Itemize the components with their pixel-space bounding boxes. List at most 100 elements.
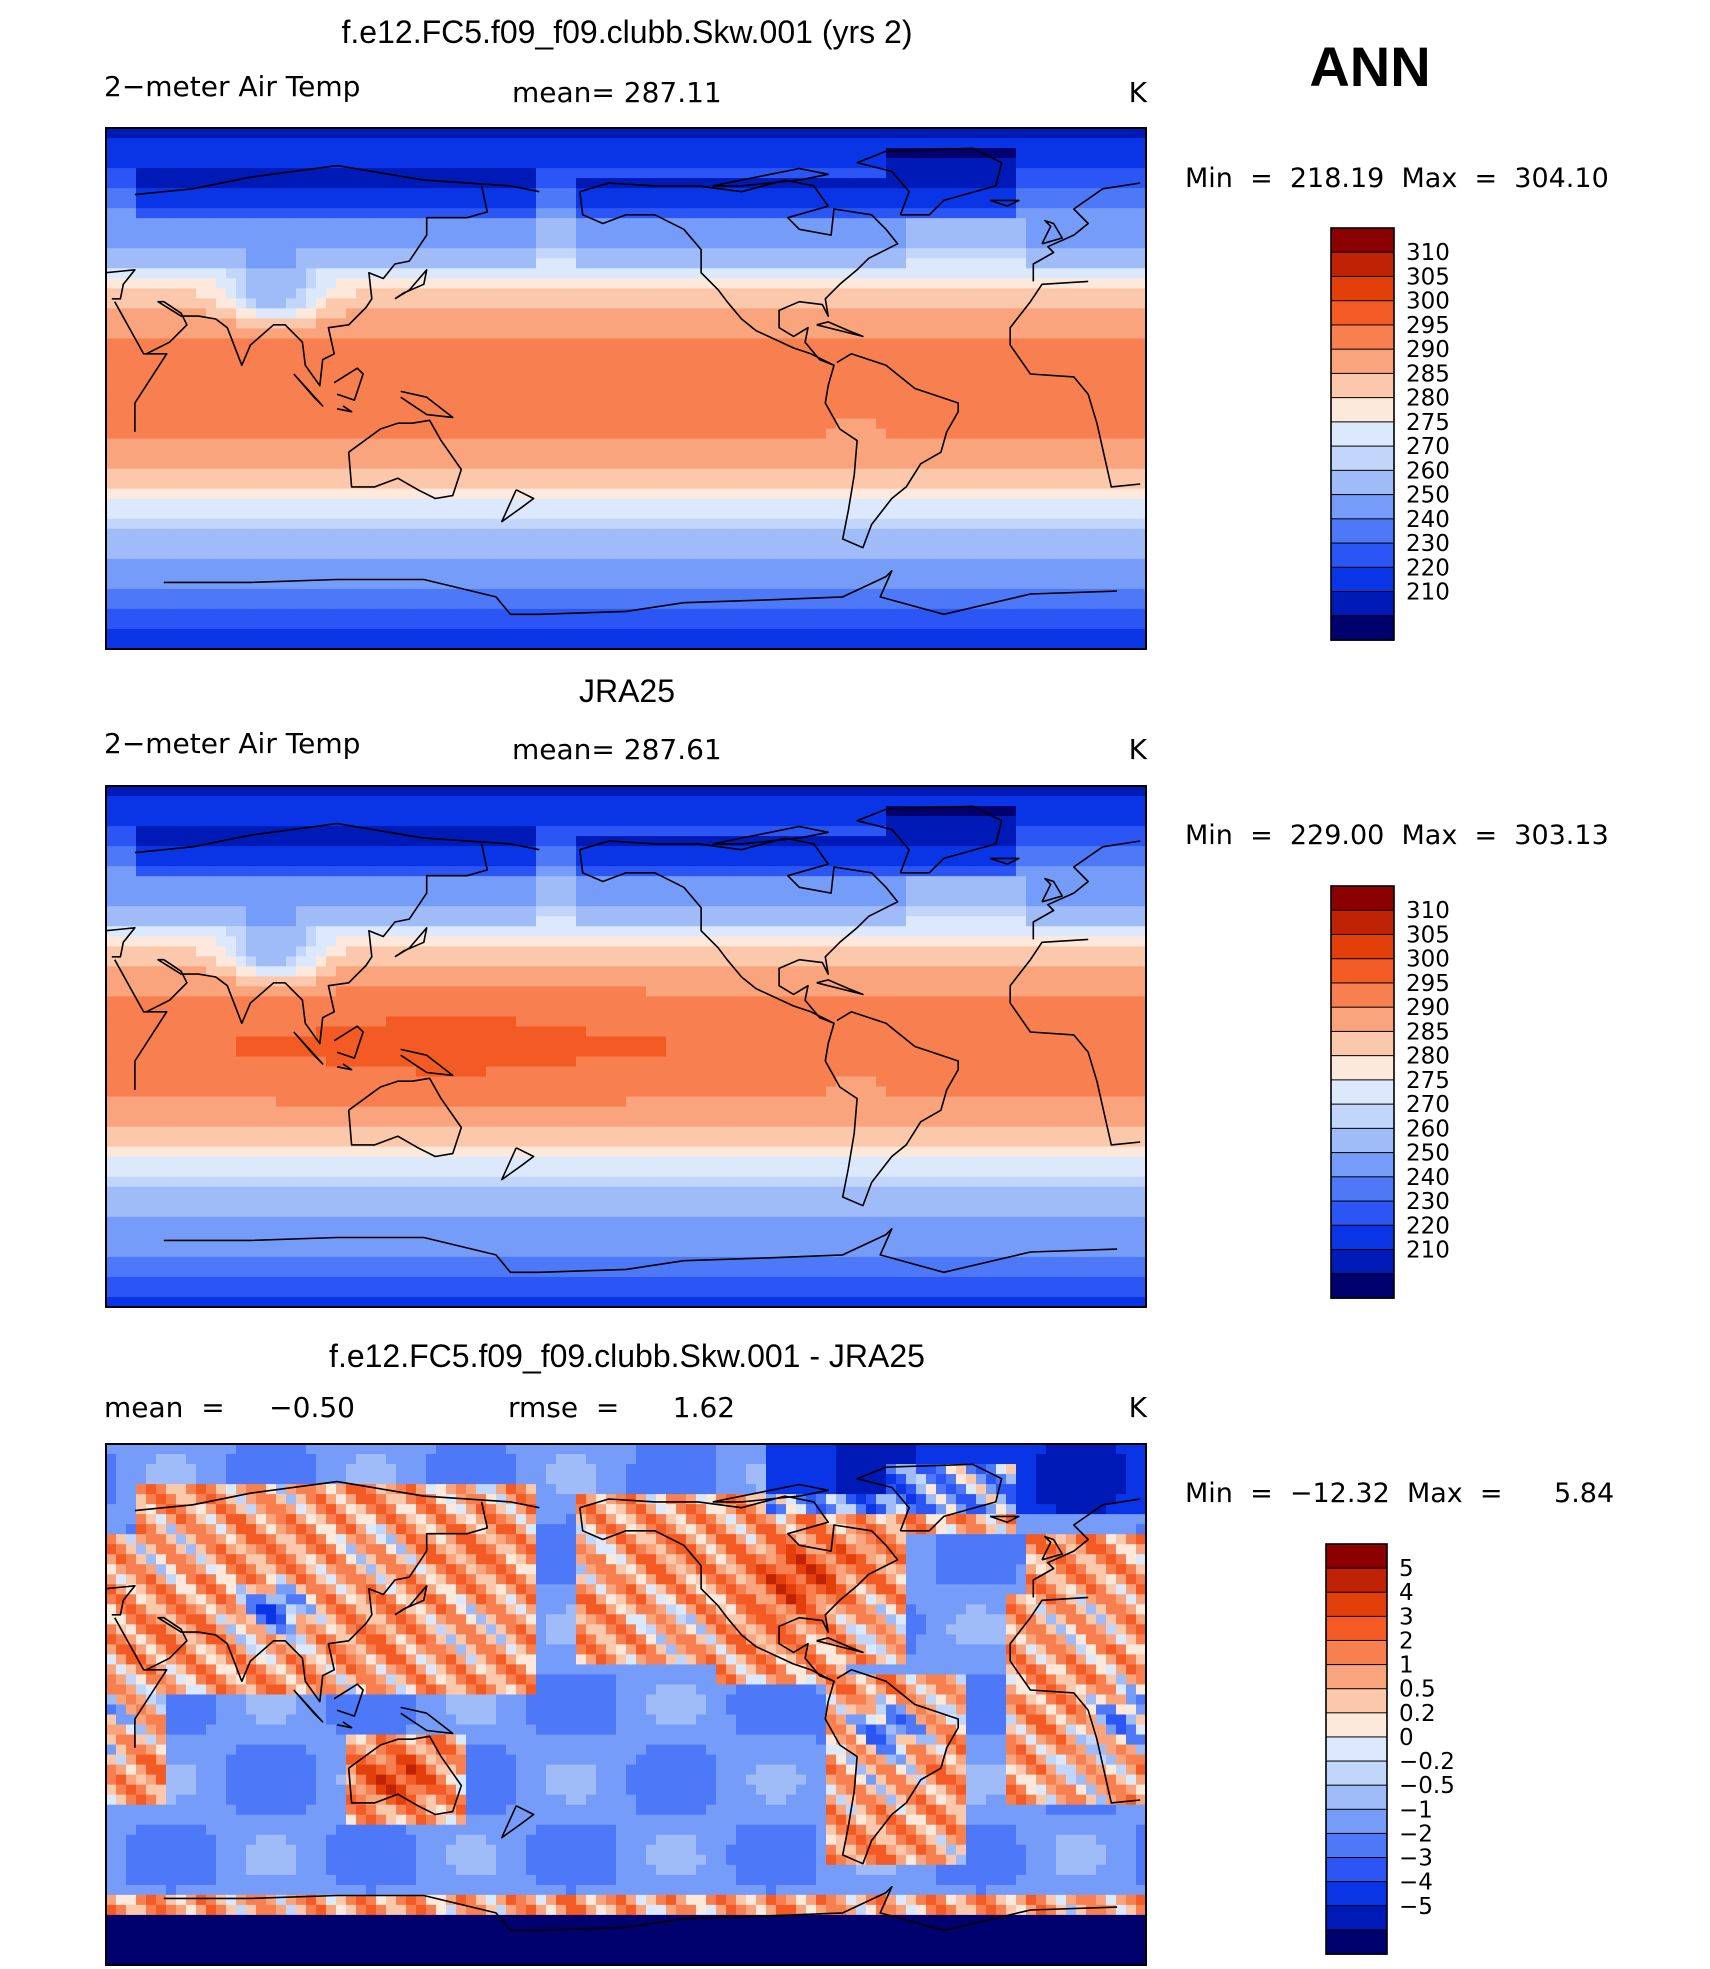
map-cell	[286, 388, 297, 400]
map-cell	[946, 328, 957, 339]
map-cell	[296, 238, 307, 249]
map-cell	[676, 578, 687, 590]
map-cell	[116, 518, 127, 530]
map-cell	[156, 138, 167, 149]
map-cell	[376, 508, 387, 520]
map-cell	[976, 268, 987, 279]
map-cell	[896, 148, 907, 159]
map-cell	[706, 248, 717, 259]
map-cell	[716, 528, 727, 540]
map-cell	[1076, 468, 1087, 480]
map-cell	[786, 318, 797, 329]
map-cell	[436, 588, 447, 600]
map-cell	[346, 198, 357, 209]
map-cell	[456, 518, 467, 530]
map-cell	[676, 328, 687, 339]
map-cell	[796, 408, 807, 420]
map-cell	[566, 468, 577, 480]
map-cell	[576, 328, 587, 339]
map-cell	[256, 468, 267, 480]
map-cell	[946, 208, 957, 219]
map-cell	[196, 598, 207, 610]
map-cell	[146, 388, 157, 400]
map-cell	[596, 358, 607, 370]
map-cell	[366, 368, 377, 380]
map-cell	[526, 418, 537, 430]
map-cell	[366, 408, 377, 420]
map-cell	[406, 278, 417, 289]
map-cell	[256, 228, 267, 239]
map-cell	[586, 288, 597, 299]
map-cell	[756, 188, 767, 199]
map-cell	[726, 288, 737, 299]
map-cell	[366, 548, 377, 560]
map-cell	[1076, 208, 1087, 219]
map-cell	[426, 338, 437, 350]
map-cell	[286, 578, 297, 590]
map-cell	[386, 478, 397, 490]
map-cell	[536, 508, 547, 520]
map-cell	[1096, 208, 1107, 219]
map-cell	[896, 218, 907, 229]
map-cell	[826, 488, 837, 500]
map-cell	[656, 238, 667, 249]
map-cell	[1096, 308, 1107, 319]
map-cell	[126, 508, 137, 520]
map-cell	[186, 448, 197, 460]
map-cell	[296, 478, 307, 490]
map-cell	[506, 598, 517, 610]
map-cell	[746, 538, 757, 550]
map-cell	[676, 348, 687, 360]
map-cell	[1036, 228, 1047, 239]
map-cell	[1086, 278, 1097, 289]
map-cell	[626, 208, 637, 219]
map-cell	[356, 288, 367, 299]
map-cell	[186, 578, 197, 590]
map-cell	[496, 158, 507, 169]
map-cell	[266, 508, 277, 520]
map-cell	[506, 538, 517, 550]
map-cell	[786, 538, 797, 550]
map-cell	[206, 148, 217, 159]
map-cell	[386, 128, 397, 139]
map-cell	[1106, 268, 1117, 279]
map-cell	[356, 208, 367, 219]
map-cell	[1016, 408, 1027, 420]
map-cell	[746, 268, 757, 279]
map-cell	[796, 468, 807, 480]
map-cell	[1056, 598, 1067, 610]
map-cell	[676, 268, 687, 279]
map-cell	[506, 248, 517, 259]
map-cell	[1136, 438, 1146, 450]
map-cell	[406, 318, 417, 329]
map-cell	[346, 598, 357, 610]
map-cell	[1086, 508, 1097, 520]
map-cell	[606, 598, 617, 610]
map-cell	[516, 558, 527, 570]
map-cell	[386, 528, 397, 540]
map-cell	[956, 378, 967, 390]
map-cell	[916, 208, 927, 219]
map-cell	[116, 178, 127, 189]
map-cell	[216, 308, 227, 319]
map-cell	[976, 448, 987, 460]
map-cell	[786, 158, 797, 169]
map-cell	[206, 468, 217, 480]
map-cell	[266, 578, 277, 590]
map-cell	[656, 538, 667, 550]
map-cell	[606, 498, 617, 510]
map-cell	[116, 158, 127, 169]
map-cell	[126, 368, 137, 380]
map-cell	[816, 558, 827, 570]
map-cell	[596, 568, 607, 580]
map-cell	[526, 558, 537, 570]
map-cell	[206, 188, 217, 199]
map-cell	[846, 258, 857, 269]
map-cell	[286, 468, 297, 480]
map-cell	[1056, 408, 1067, 420]
map-cell	[856, 578, 867, 590]
map-cell	[546, 248, 557, 259]
map-cell	[886, 168, 897, 179]
map-cell	[1066, 598, 1077, 610]
map-cell	[126, 528, 137, 540]
